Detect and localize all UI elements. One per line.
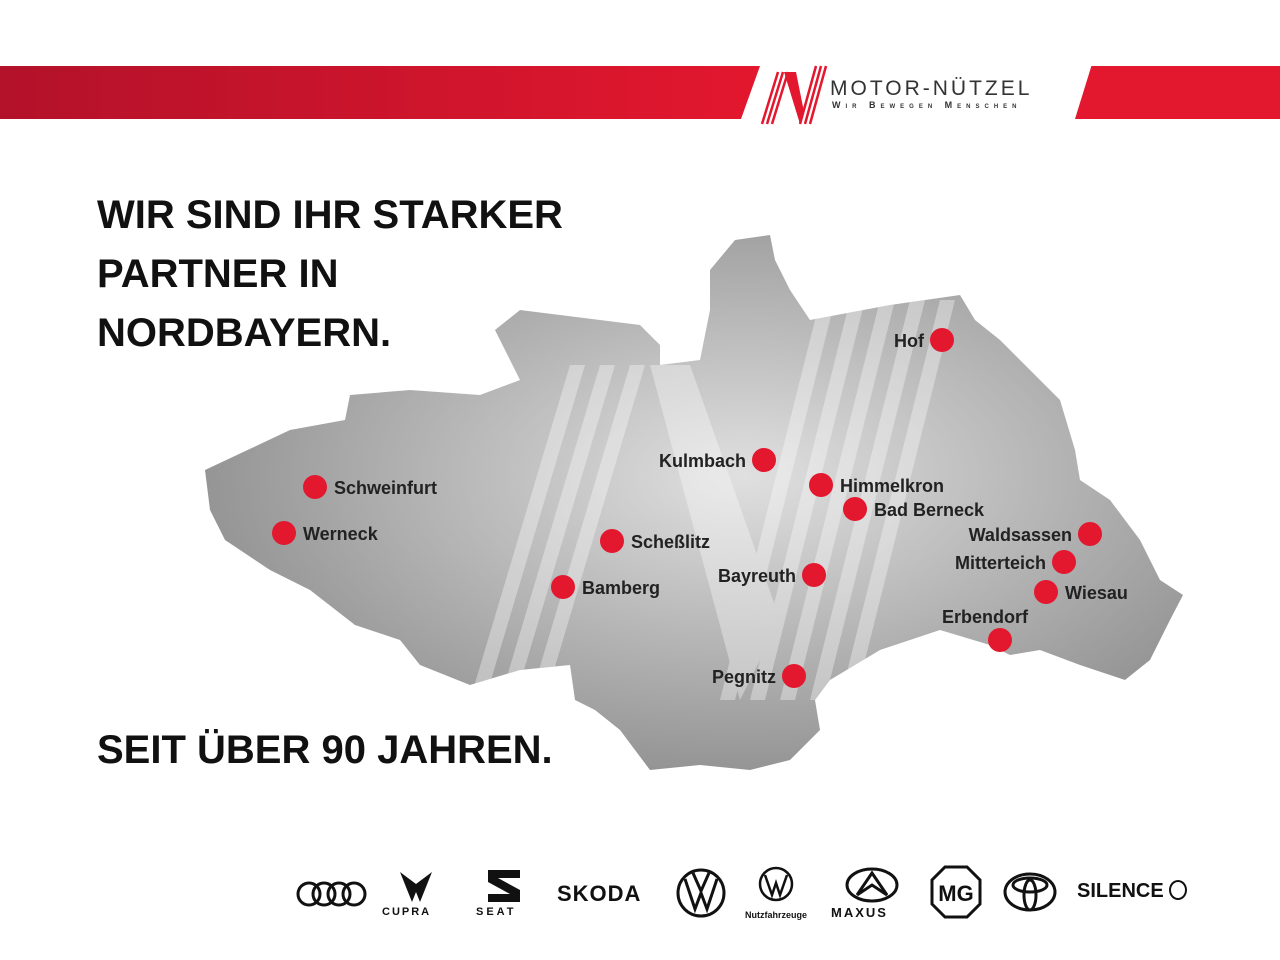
map-location-bad-berneck[interactable]: Bad Berneck	[843, 497, 985, 521]
brand-logos: CUPRA SEAT SKODA Nutzfahrzeuge MAXUS MG …	[290, 865, 1190, 925]
header-band-right	[1075, 66, 1280, 119]
maxus-label: MAXUS	[831, 905, 888, 920]
skoda-logo: SKODA	[557, 881, 642, 906]
map-location-bayreuth[interactable]: Bayreuth	[718, 563, 826, 587]
location-dot[interactable]	[1052, 550, 1076, 574]
map-location-bamberg[interactable]: Bamberg	[551, 575, 660, 599]
location-dot[interactable]	[1078, 522, 1102, 546]
subheadline: SEIT ÜBER 90 JAHREN.	[97, 728, 553, 772]
toyota-logo-icon	[1003, 872, 1057, 912]
location-label: Bad Berneck	[874, 500, 985, 520]
logo-stripes	[470, 300, 955, 700]
map-location-schweinfurt[interactable]: Schweinfurt	[303, 475, 437, 499]
location-label: Werneck	[303, 524, 379, 544]
location-dot[interactable]	[802, 563, 826, 587]
audi-logo-icon	[296, 881, 367, 907]
map-location-wiesau[interactable]: Wiesau	[1034, 580, 1128, 604]
vw-nutzfahrzeuge-logo-icon	[758, 866, 794, 902]
location-dot[interactable]	[551, 575, 575, 599]
silence-circle-icon	[1169, 880, 1188, 900]
logo-n-icon	[760, 65, 828, 125]
map-location-hof[interactable]: Hof	[894, 328, 954, 352]
location-label: Kulmbach	[659, 451, 746, 471]
map-location-erbendorf[interactable]: Erbendorf	[942, 607, 1029, 652]
seat-logo-icon	[488, 870, 520, 902]
headline-line-2: PARTNER IN	[97, 252, 339, 296]
vw-logo-icon	[676, 868, 726, 918]
location-label: Bayreuth	[718, 566, 796, 586]
map-location-scheßlitz[interactable]: Scheßlitz	[600, 529, 710, 553]
seat-label: SEAT	[476, 906, 517, 918]
location-dot[interactable]	[1034, 580, 1058, 604]
location-label: Wiesau	[1065, 583, 1128, 603]
headline-line-1: WIR SIND IHR STARKER	[97, 193, 563, 237]
location-label: Bamberg	[582, 578, 660, 598]
location-dot[interactable]	[600, 529, 624, 553]
location-dot[interactable]	[930, 328, 954, 352]
location-dot[interactable]	[782, 664, 806, 688]
location-dot[interactable]	[843, 497, 867, 521]
location-dot[interactable]	[988, 628, 1012, 652]
brand-name: MOTOR-NÜTZEL	[830, 77, 1033, 100]
headline-line-3: NORDBAYERN.	[97, 311, 392, 355]
location-dot[interactable]	[272, 521, 296, 545]
motor-nuetzel-logo[interactable]: MOTOR-NÜTZEL Wir Bewegen Menschen	[760, 62, 1070, 128]
headline: WIR SIND IHR STARKER PARTNER IN NORDBAYE…	[97, 186, 563, 363]
mg-text: MG	[938, 881, 973, 906]
location-dot[interactable]	[809, 473, 833, 497]
map-location-himmelkron[interactable]: Himmelkron	[809, 473, 944, 497]
silence-label: SILENCE	[1077, 880, 1164, 902]
cupra-label: CUPRA	[382, 906, 432, 918]
cupra-logo-icon	[400, 872, 432, 902]
location-dot[interactable]	[752, 448, 776, 472]
location-label: Himmelkron	[840, 476, 944, 496]
location-label: Waldsassen	[969, 525, 1072, 545]
map-location-waldsassen[interactable]: Waldsassen	[969, 522, 1102, 546]
location-label: Pegnitz	[712, 667, 776, 687]
vw-nutzfahrzeuge-label: Nutzfahrzeuge	[745, 910, 808, 920]
map-location-werneck[interactable]: Werneck	[272, 521, 379, 545]
mg-logo-icon: MG	[930, 865, 982, 919]
location-label: Hof	[894, 331, 925, 351]
header-band-left	[0, 66, 760, 119]
map-location-pegnitz[interactable]: Pegnitz	[712, 664, 806, 688]
location-label: Schweinfurt	[334, 478, 437, 498]
region-shape	[205, 235, 1183, 770]
map-location-kulmbach[interactable]: Kulmbach	[659, 448, 776, 472]
location-label: Mitterteich	[955, 553, 1046, 573]
location-dot[interactable]	[303, 475, 327, 499]
maxus-logo-icon	[845, 867, 899, 903]
brand-tagline: Wir Bewegen Menschen	[832, 100, 1022, 110]
silence-logo: SILENCE	[1077, 880, 1188, 903]
location-label: Scheßlitz	[631, 532, 710, 552]
location-label: Erbendorf	[942, 607, 1029, 627]
map-location-mitterteich[interactable]: Mitterteich	[955, 550, 1076, 574]
